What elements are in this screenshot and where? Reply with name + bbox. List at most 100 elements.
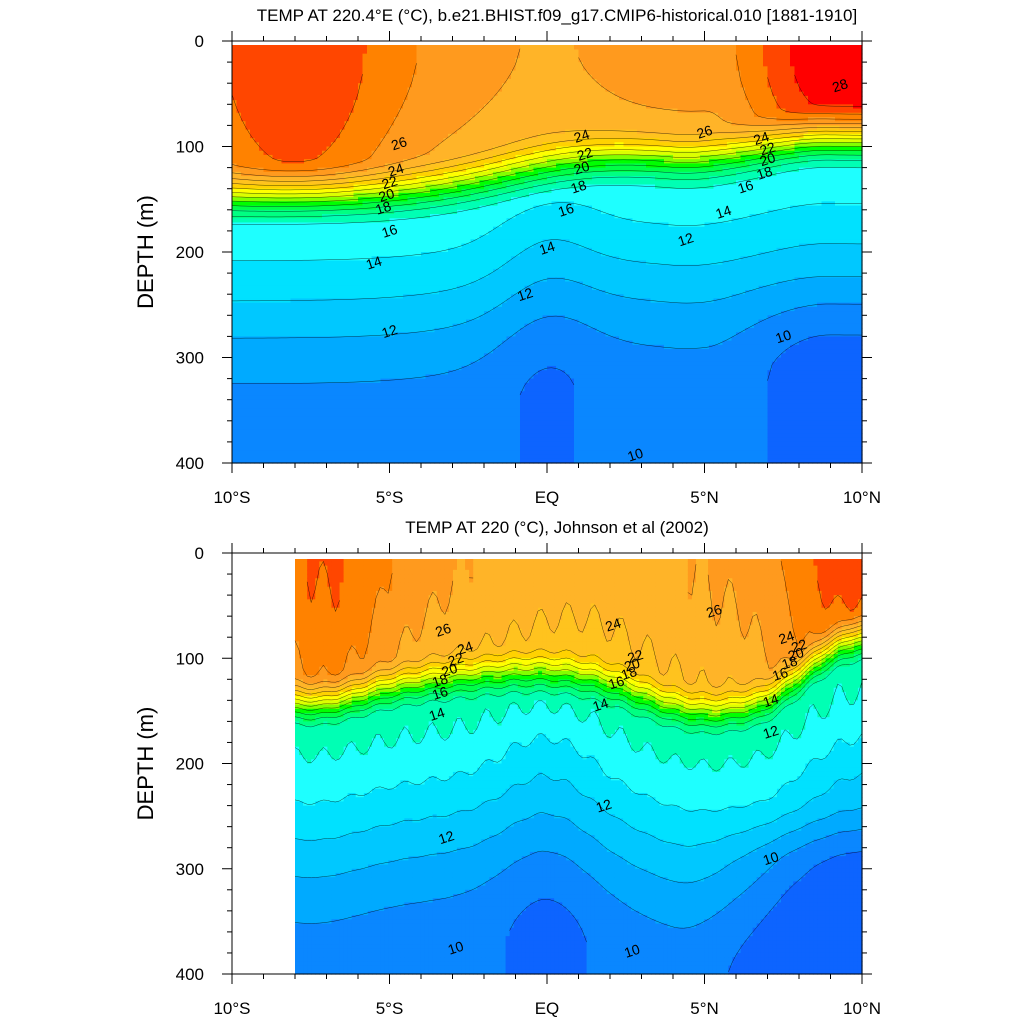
contour-cell xyxy=(398,416,404,422)
contour-cell xyxy=(241,205,247,211)
contour-cell xyxy=(335,45,341,51)
contour-cell xyxy=(452,403,458,409)
contour-cell xyxy=(295,192,301,198)
contour-cell xyxy=(304,205,310,211)
contour-cell xyxy=(232,429,238,435)
contour-cell xyxy=(425,243,431,249)
contour-cell xyxy=(254,180,260,186)
contour-cell xyxy=(412,370,418,375)
contour-cell xyxy=(439,57,445,63)
contour-cell xyxy=(430,256,436,262)
contour-cell xyxy=(335,416,341,422)
contour-cell xyxy=(299,420,305,426)
contour-cell xyxy=(299,247,305,253)
contour-cell xyxy=(389,197,395,202)
contour-cell xyxy=(245,121,251,126)
contour-cell xyxy=(268,382,274,388)
contour-cell xyxy=(412,125,418,131)
contour-cell xyxy=(304,277,310,283)
contour-cell xyxy=(245,319,251,325)
contour-cell xyxy=(389,247,395,253)
contour-cell xyxy=(367,180,373,186)
contour-cell xyxy=(304,91,310,97)
contour-cell xyxy=(385,289,391,295)
contour-cell xyxy=(448,344,454,350)
contour-cell xyxy=(412,285,418,291)
contour-cell xyxy=(430,340,436,346)
contour-cell xyxy=(254,66,260,72)
contour-cell xyxy=(362,197,368,202)
contour-cell xyxy=(434,298,440,304)
contour-cell xyxy=(349,420,355,426)
contour-cell xyxy=(344,378,350,384)
contour-cell xyxy=(376,112,382,118)
contour-cell xyxy=(344,306,350,312)
contour-cell xyxy=(358,327,364,333)
contour-cell xyxy=(412,260,418,266)
contour-cell xyxy=(349,260,355,266)
contour-cell xyxy=(313,125,319,131)
contour-cell xyxy=(295,256,301,262)
contour-cell xyxy=(272,74,278,80)
contour-cell xyxy=(259,192,265,198)
contour-cell xyxy=(412,315,418,321)
contour-cell xyxy=(340,188,346,194)
contour-cell xyxy=(353,167,359,173)
contour-cell xyxy=(326,437,332,443)
contour-cell xyxy=(452,378,458,384)
contour-cell xyxy=(380,391,386,397)
contour-cell xyxy=(412,205,418,211)
contour-cell xyxy=(263,302,269,308)
contour-cell xyxy=(349,235,355,240)
contour-cell xyxy=(250,209,256,215)
contour-cell xyxy=(286,382,292,388)
contour-cell xyxy=(331,129,337,135)
contour-cell xyxy=(403,252,409,257)
contour-cell xyxy=(268,378,274,384)
contour-cell xyxy=(407,112,413,118)
contour-cell xyxy=(416,285,422,291)
contour-cell xyxy=(277,180,283,186)
contour-cell xyxy=(290,365,296,371)
contour-cell xyxy=(452,222,458,228)
contour-cell xyxy=(340,387,346,392)
contour-cell xyxy=(340,171,346,177)
contour-cell xyxy=(367,408,373,413)
contour-cell xyxy=(272,83,278,89)
contour-cell xyxy=(308,150,314,156)
contour-cell xyxy=(416,150,422,156)
contour-cell xyxy=(439,260,445,266)
contour-cell xyxy=(317,125,323,131)
contour-cell xyxy=(421,138,427,143)
contour-cell xyxy=(290,100,296,105)
contour-cell xyxy=(349,57,355,63)
contour-cell xyxy=(443,142,449,148)
contour-cell xyxy=(313,201,319,207)
contour-cell xyxy=(407,281,413,287)
contour-cell xyxy=(398,252,404,257)
contour-cell xyxy=(281,382,287,388)
contour-cell xyxy=(421,180,427,186)
contour-cell xyxy=(268,129,274,135)
contour-cell xyxy=(286,323,292,329)
contour-cell xyxy=(268,264,274,270)
contour-cell xyxy=(326,87,332,93)
contour-cell xyxy=(254,116,260,122)
contour-cell xyxy=(232,357,238,363)
contour-cell xyxy=(263,125,269,131)
contour-cell xyxy=(313,260,319,266)
contour-cell xyxy=(304,49,310,55)
contour-cell xyxy=(349,53,355,59)
contour-cell xyxy=(443,95,449,101)
contour-cell xyxy=(367,416,373,422)
contour-cell xyxy=(344,382,350,388)
contour-cell xyxy=(349,209,355,215)
contour-cell xyxy=(385,184,391,190)
contour-cell xyxy=(326,176,332,181)
contour-cell xyxy=(259,395,265,401)
contour-cell xyxy=(295,302,301,308)
contour-cell xyxy=(367,268,373,274)
contour-cell xyxy=(326,218,332,224)
contour-cell xyxy=(286,171,292,177)
contour-cell xyxy=(403,184,409,190)
